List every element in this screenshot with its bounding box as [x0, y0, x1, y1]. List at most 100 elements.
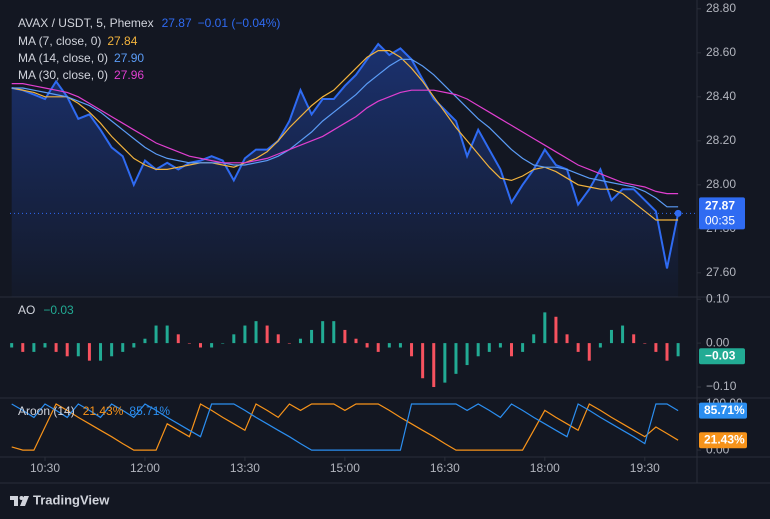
x-tick-label: 12:00 [130, 461, 160, 475]
ao-bar [598, 343, 602, 348]
ao-bar [10, 343, 14, 348]
x-tick-label: 18:00 [530, 461, 560, 475]
value-tag [699, 348, 745, 365]
price-tag-countdown: 00:35 [705, 214, 735, 228]
legend-value: 27.96 [114, 68, 144, 82]
ao-bar [321, 321, 325, 344]
ao-bar [176, 334, 180, 344]
legend-name: MA (30, close, 0) [18, 68, 108, 82]
legend-name: MA (7, close, 0) [18, 34, 101, 48]
ao-bar [32, 343, 36, 352]
ao-bar [443, 343, 447, 383]
pane-title: Aroon (14) [18, 404, 75, 418]
ao-bar [432, 343, 436, 388]
legend-value: 21.43% [83, 404, 124, 418]
value-tag [699, 402, 747, 419]
brand: TradingView [33, 492, 110, 507]
ao-bar [576, 343, 580, 352]
series-line [11, 50, 679, 221]
ao-bar [665, 343, 669, 361]
ao-bar [365, 343, 369, 348]
y-tick-label: 0.10 [706, 291, 730, 305]
ao-bar [43, 343, 47, 348]
ao-bar [643, 343, 647, 344]
pane-title: AO [18, 303, 35, 317]
ao-bar [232, 334, 236, 344]
pane-title: AVAX / USDT, 5, Phemex [18, 16, 154, 30]
legend-name: MA (14, close, 0) [18, 51, 108, 65]
ao-bar [354, 338, 358, 344]
price-area [11, 44, 679, 297]
y-tick-label: 28.60 [706, 45, 736, 59]
value-tag-label: −0.03 [705, 348, 736, 362]
ao-bar [65, 343, 69, 357]
ao-bar [332, 321, 336, 344]
ao-bar [254, 321, 258, 344]
ao-bar [676, 343, 680, 357]
y-tick-label: 28.80 [706, 1, 736, 15]
y-tick-label: −0.10 [706, 379, 737, 393]
ao-bar [21, 343, 25, 352]
legend-value: 85.71% [129, 404, 170, 418]
legend-value: 27.90 [114, 51, 144, 65]
ao-bar [632, 334, 636, 344]
ao-bar [154, 325, 158, 344]
ao-bar [210, 343, 214, 348]
ao-bar [387, 343, 391, 348]
ao-bar [310, 329, 314, 344]
ao-bar [454, 343, 458, 374]
ao-bar [87, 343, 91, 361]
ao-bar [298, 338, 302, 344]
ao-bar [476, 343, 480, 357]
series-line [11, 403, 679, 451]
ao-bar [521, 343, 525, 352]
ao-bar [565, 334, 569, 344]
y-tick-label: 28.20 [706, 133, 736, 147]
ao-bar [99, 343, 103, 361]
ao-bar [143, 338, 147, 344]
tradingview-logo [10, 496, 29, 506]
ao-bar [132, 343, 136, 348]
ao-bar [543, 312, 547, 344]
last-price-dot [674, 209, 682, 217]
ao-bar [221, 343, 225, 344]
ao-bar [121, 343, 125, 352]
ao-bar [54, 343, 58, 352]
value-tag-label: 85.71% [704, 403, 745, 417]
price-tag [699, 197, 745, 230]
value-tag [699, 432, 747, 449]
value-tag-label: 21.43% [704, 432, 745, 446]
legend-value: 27.84 [107, 34, 137, 48]
ao-bar [554, 316, 558, 344]
ao-bar [609, 329, 613, 344]
ao-bar [465, 343, 469, 366]
series-line [11, 403, 679, 451]
ao-bar [410, 343, 414, 357]
ao-bar [421, 343, 425, 379]
series-line [11, 58, 679, 208]
ao-bar [76, 343, 80, 357]
x-tick-label: 13:30 [230, 461, 260, 475]
x-tick-label: 10:30 [30, 461, 60, 475]
price-change: −0.01 (−0.04%) [198, 16, 281, 30]
ao-bar [165, 325, 169, 344]
ao-bar [110, 343, 114, 357]
price-tag-value: 27.87 [705, 199, 735, 213]
series-line [11, 83, 679, 195]
last-price: 27.87 [162, 16, 192, 30]
y-tick-label: 27.60 [706, 265, 736, 279]
ao-bar [243, 325, 247, 344]
x-tick-label: 19:30 [630, 461, 660, 475]
y-tick-label: 28.00 [706, 177, 736, 191]
ao-bar [287, 343, 291, 344]
ao-bar [198, 343, 202, 348]
x-tick-label: 15:00 [330, 461, 360, 475]
y-tick-label: 28.40 [706, 89, 736, 103]
ao-bar [587, 343, 591, 361]
ao-bar [487, 343, 491, 352]
ao-bar [276, 334, 280, 344]
ao-bar [343, 329, 347, 344]
y-tick-label: 0.00 [706, 335, 730, 349]
